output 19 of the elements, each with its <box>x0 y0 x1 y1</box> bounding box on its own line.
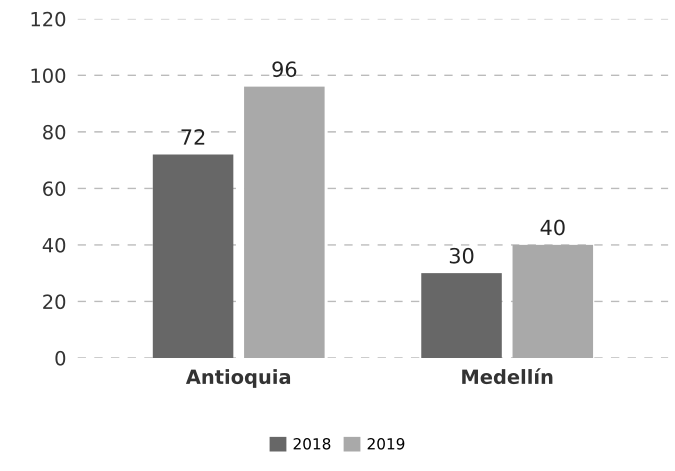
data-label: 30 <box>450 248 474 264</box>
y-tick-label: 20 <box>43 294 66 310</box>
y-tick-label: 120 <box>32 12 66 27</box>
bar <box>421 273 502 358</box>
legend-label: 2018 <box>294 438 330 450</box>
bar <box>244 86 325 358</box>
y-tick-label: 0 <box>55 350 66 366</box>
bar <box>512 244 594 358</box>
y-tick-label: 40 <box>42 238 66 253</box>
y-tick-label: 60 <box>43 181 66 196</box>
data-label: 72 <box>182 129 204 145</box>
legend-label: 2019 <box>368 438 404 450</box>
bar <box>152 154 234 358</box>
y-tick-label: 100 <box>32 68 66 84</box>
data-label: 40 <box>540 220 565 236</box>
x-tick-label: Medellín <box>462 368 552 384</box>
y-tick-label: 80 <box>43 124 66 140</box>
x-tick-label: Antioquia <box>186 369 290 388</box>
data-label: 96 <box>272 61 296 78</box>
